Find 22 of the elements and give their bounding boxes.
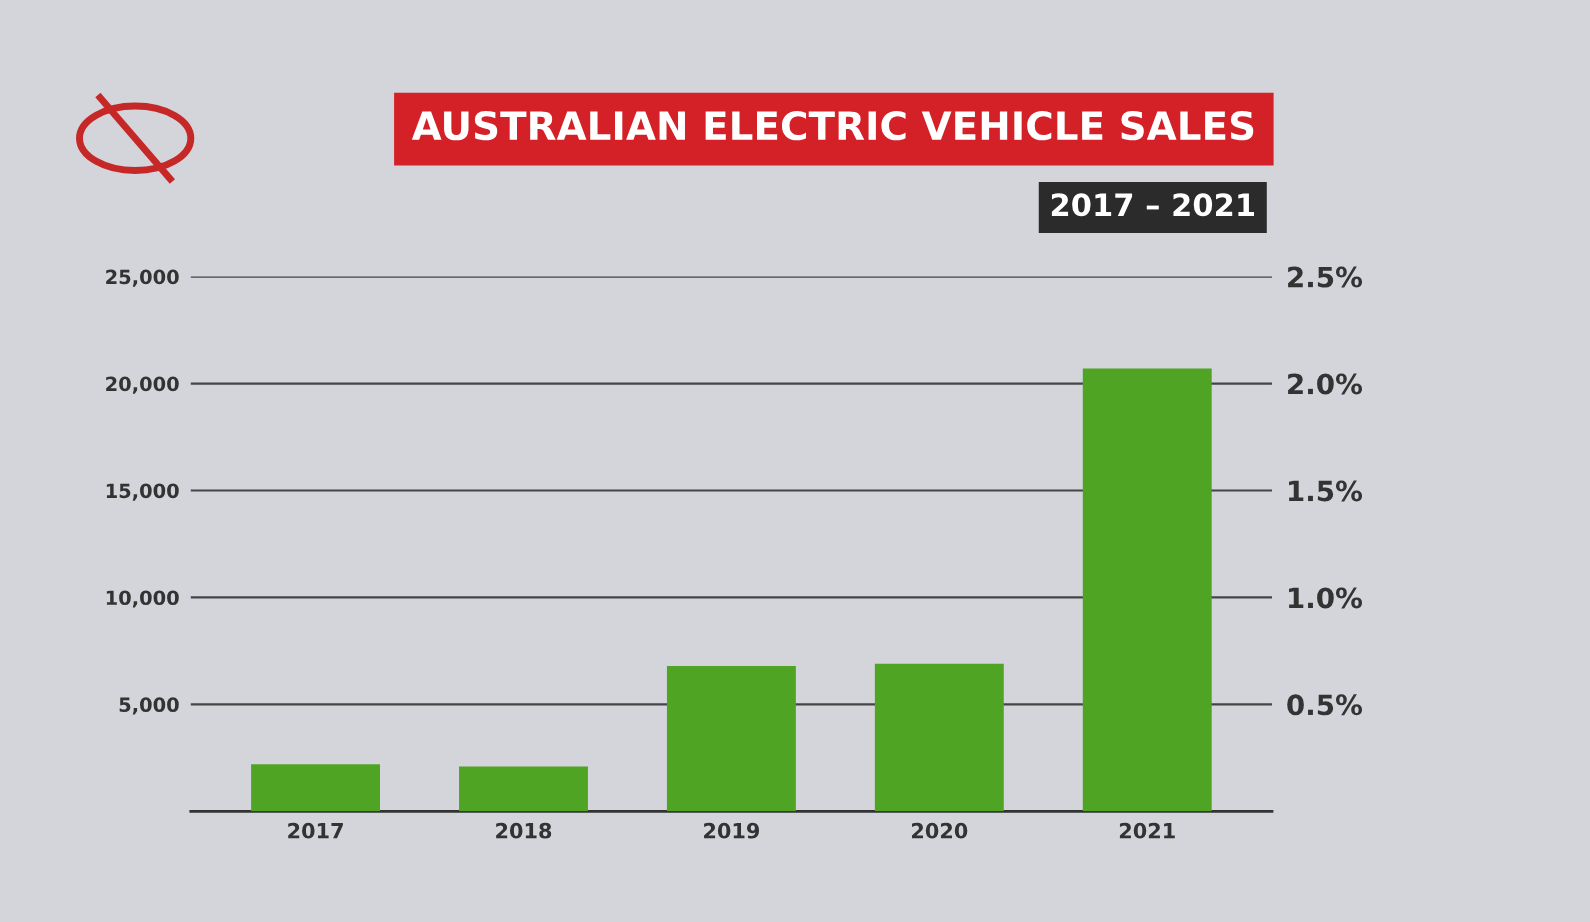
- y-tick-label: 20,000: [106, 376, 179, 394]
- x-tick-label: 2019: [704, 822, 760, 839]
- x-tick-label: 2017: [288, 822, 343, 839]
- y-tick-label: 25,000: [106, 269, 179, 287]
- y-tick-label: 10,000: [106, 590, 179, 608]
- y2-tick-label: 2.0%: [1288, 373, 1363, 395]
- bar: [251, 764, 381, 812]
- bar: [874, 663, 1004, 812]
- bar: [1082, 368, 1212, 812]
- y2-tick-label: 0.5%: [1287, 694, 1363, 716]
- chart-subtitle: 2017 – 2021: [1051, 193, 1254, 217]
- y2-tick-label: 1.0%: [1289, 587, 1363, 609]
- y2-tick-label: 2.5%: [1288, 266, 1363, 288]
- y2-tick-label: 1.5%: [1289, 480, 1363, 502]
- y-tick-label: 15,000: [106, 483, 179, 501]
- bar: [666, 665, 796, 812]
- x-tick-label: 2021: [1119, 822, 1175, 839]
- x-tick-label: 2020: [911, 822, 968, 839]
- chart-title: AUSTRALIAN ELECTRIC VEHICLE SALES: [411, 110, 1254, 141]
- x-tick-label: 2018: [496, 822, 552, 839]
- bar: [459, 766, 588, 812]
- y-tick-label: 5,000: [119, 697, 179, 715]
